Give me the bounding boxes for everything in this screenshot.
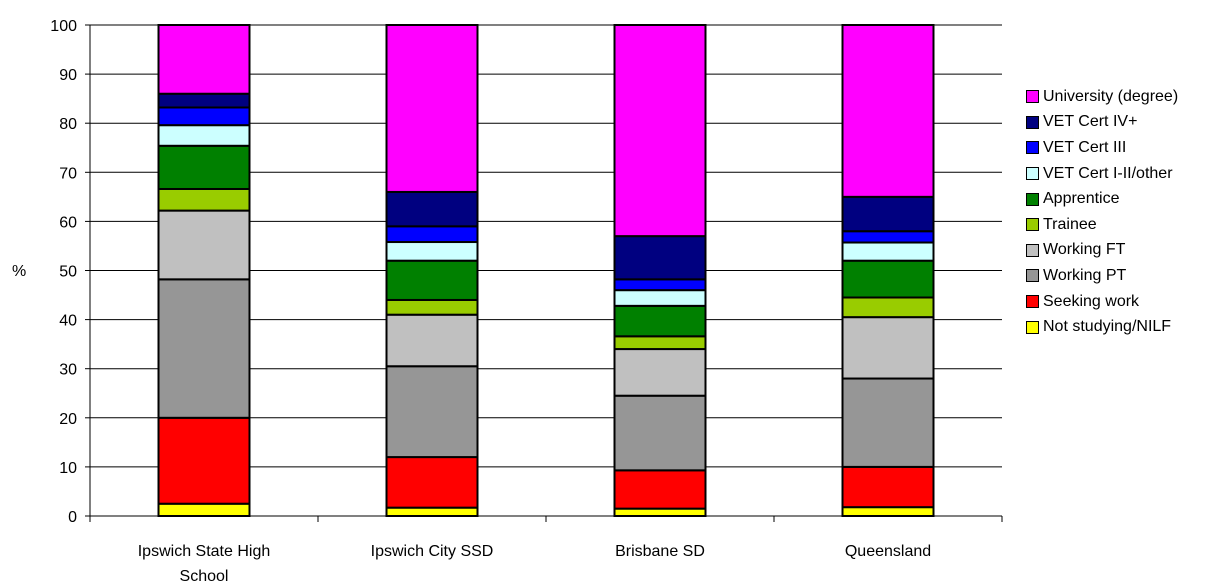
y-tick-label: 90 (59, 67, 77, 84)
y-tick-label: 40 (59, 313, 77, 330)
bar-segment (157, 502, 251, 518)
bar-segment (385, 456, 479, 509)
x-axis-labels: Ipswich State High School Ipswich City SSD… (138, 543, 931, 582)
legend-label: Seeking work (1043, 292, 1140, 310)
legend-item: Trainee (1026, 212, 1226, 238)
bar-segment (613, 278, 707, 292)
legend-label: Working FT (1043, 241, 1126, 259)
bar-segment (157, 209, 251, 281)
bar-segment (613, 304, 707, 338)
bar-segment (385, 298, 479, 316)
axes (89, 25, 1003, 522)
bars (157, 24, 935, 518)
y-tick-label: 10 (59, 460, 77, 477)
legend-item: Seeking work (1026, 289, 1226, 315)
legend-swatch (1026, 167, 1039, 181)
legend-item: VET Cert III (1026, 135, 1226, 161)
y-tick-label: 20 (59, 411, 77, 428)
bar-segment (385, 241, 479, 262)
legend-swatch (1026, 90, 1039, 104)
legend-label: VET Cert IV+ (1043, 113, 1138, 131)
legend-swatch (1026, 115, 1039, 129)
bar-segment (841, 506, 935, 517)
y-tick-label: 80 (59, 116, 77, 133)
bar-segment (385, 225, 479, 244)
bar-segment (613, 235, 707, 281)
bar-segment (385, 365, 479, 459)
legend: University (degree) VET Cert IV+ VET Cert … (1026, 84, 1226, 340)
bar-segment (157, 24, 251, 95)
legend-item: University (degree) (1026, 84, 1226, 110)
legend-swatch (1026, 320, 1039, 334)
bar-segment (841, 259, 935, 299)
y-tick-label: 100 (50, 18, 77, 35)
bar-segment (157, 278, 251, 419)
legend-item: Apprentice (1026, 186, 1226, 212)
x-tick-label: Brisbane SD (615, 543, 705, 560)
legend-swatch (1026, 269, 1039, 283)
x-tick-label: Ipswich State High (138, 543, 271, 560)
legend-swatch (1026, 295, 1039, 309)
legend-label: Not studying/NILF (1043, 318, 1172, 336)
y-axis-ticks: 0 10 20 30 40 50 60 70 80 90 100 (50, 18, 90, 526)
bar-segment (841, 241, 935, 262)
bar-segment (613, 289, 707, 307)
bar-segment (841, 377, 935, 468)
y-tick-label: 30 (59, 362, 77, 379)
legend-label: Trainee (1043, 215, 1097, 233)
legend-item: VET Cert I-II/other (1026, 161, 1226, 187)
x-tick-label: School (180, 568, 229, 582)
bar-segment (385, 313, 479, 368)
bar-segment (841, 296, 935, 319)
legend-swatch (1026, 192, 1039, 206)
bar-segment (157, 92, 251, 109)
bar-segment (385, 190, 479, 228)
bar-segment (841, 230, 935, 244)
legend-label: University (degree) (1043, 87, 1179, 105)
y-tick-label: 70 (59, 165, 77, 182)
bar-segment (385, 506, 479, 518)
y-tick-label: 60 (59, 214, 77, 231)
legend-swatch (1026, 141, 1039, 155)
y-tick-label: 0 (68, 509, 77, 526)
legend-item: Working FT (1026, 238, 1226, 264)
bar-segment (841, 316, 935, 380)
y-axis-label: % (12, 263, 26, 280)
bar-segment (613, 335, 707, 351)
x-tick-label: Ipswich City SSD (371, 543, 494, 560)
legend-item: Not studying/NILF (1026, 314, 1226, 340)
bar-segment (841, 465, 935, 509)
y-tick-label: 50 (59, 264, 77, 281)
bar-segment (157, 187, 251, 212)
legend-item: VET Cert IV+ (1026, 110, 1226, 136)
legend-label: VET Cert III (1043, 138, 1127, 156)
bar-segment (385, 259, 479, 301)
legend-label: VET Cert I-II/other (1043, 164, 1173, 182)
bar-segment (613, 394, 707, 472)
bar-segment (841, 195, 935, 233)
legend-item: Working PT (1026, 263, 1226, 289)
bar-segment (157, 144, 251, 190)
bar-segment (157, 124, 251, 147)
legend-label: Apprentice (1043, 190, 1120, 208)
bar-segment (613, 24, 707, 238)
x-tick-label: Queensland (845, 543, 931, 560)
bar-segment (157, 106, 251, 127)
legend-swatch (1026, 218, 1039, 232)
legend-swatch (1026, 243, 1039, 257)
bar-segment (385, 24, 479, 193)
bar-segment (157, 416, 251, 505)
bar-segment (841, 24, 935, 198)
legend-label: Working PT (1043, 266, 1127, 284)
bar-segment (613, 348, 707, 397)
bar-segment (613, 469, 707, 510)
bar-segment (613, 507, 707, 518)
